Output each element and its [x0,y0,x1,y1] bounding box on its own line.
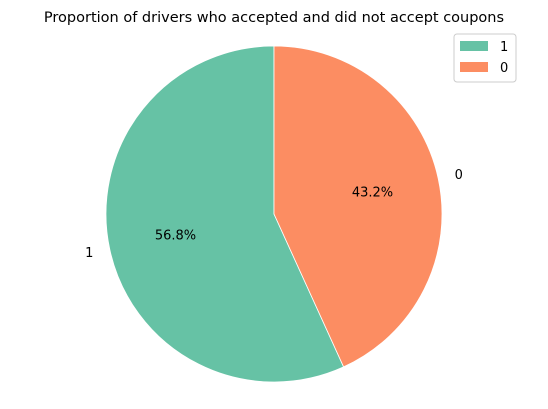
legend-swatch-0 [460,62,488,72]
pct-label-0: 43.2% [352,186,393,201]
slice-label-1: 1 [85,246,93,261]
pie-slices [106,46,442,382]
legend-swatch-1 [460,41,488,51]
pct-label-1: 56.8% [155,228,196,243]
legend: 10 [454,34,516,82]
chart-title: Proportion of drivers who accepted and d… [44,10,504,26]
legend-label-1: 1 [500,40,508,55]
slice-label-0: 0 [455,168,463,183]
legend-label-0: 0 [500,61,508,76]
